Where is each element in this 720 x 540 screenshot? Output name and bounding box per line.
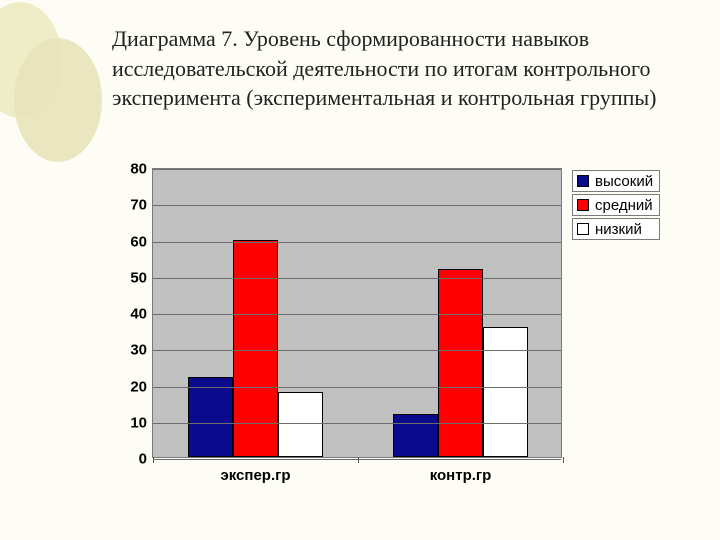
legend-label: низкий <box>595 221 642 238</box>
bar <box>278 392 323 457</box>
bar <box>188 377 233 457</box>
y-tick-label: 20 <box>130 378 147 395</box>
bar <box>483 327 528 458</box>
legend-item: высокий <box>572 170 660 192</box>
bar-chart: 01020304050607080экспер.грконтр.гр высок… <box>112 168 672 498</box>
legend-label: высокий <box>595 173 653 190</box>
bar <box>438 269 483 458</box>
bar <box>233 240 278 458</box>
x-tick-label: экспер.гр <box>220 467 290 484</box>
x-tick <box>153 457 154 463</box>
grid-line <box>153 169 561 170</box>
y-tick-label: 10 <box>130 414 147 431</box>
x-tick-label: контр.гр <box>430 467 492 484</box>
legend-swatch <box>577 199 589 211</box>
chart-title: Диаграмма 7. Уровень сформированности на… <box>112 24 672 113</box>
legend-item: средний <box>572 194 660 216</box>
y-tick-label: 60 <box>130 233 147 250</box>
bar <box>393 414 438 458</box>
grid-line <box>153 205 561 206</box>
legend-swatch <box>577 223 589 235</box>
legend-swatch <box>577 175 589 187</box>
grid-line <box>153 314 561 315</box>
legend: высокий средний низкий <box>572 170 660 242</box>
y-tick-label: 80 <box>130 161 147 178</box>
y-tick-label: 50 <box>130 269 147 286</box>
grid-line <box>153 387 561 388</box>
grid-line <box>153 278 561 279</box>
grid-line <box>153 242 561 243</box>
y-tick-label: 40 <box>130 306 147 323</box>
y-tick-label: 0 <box>139 451 147 468</box>
x-tick <box>358 457 359 463</box>
legend-label: средний <box>595 197 653 214</box>
leaf-decoration-icon <box>0 0 120 190</box>
grid-line <box>153 423 561 424</box>
plot-area: 01020304050607080экспер.грконтр.гр <box>152 168 562 458</box>
x-tick <box>563 457 564 463</box>
y-tick-label: 30 <box>130 342 147 359</box>
grid-line <box>153 350 561 351</box>
legend-item: низкий <box>572 218 660 240</box>
bars-layer <box>153 169 561 457</box>
grid-line <box>153 459 561 460</box>
y-tick-label: 70 <box>130 197 147 214</box>
